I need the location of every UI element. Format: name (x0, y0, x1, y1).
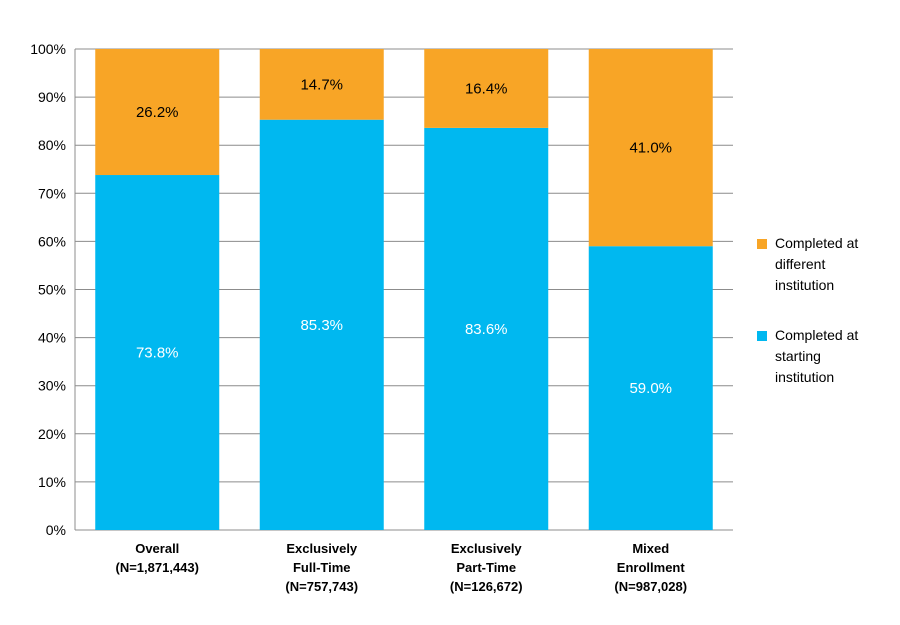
legend-label: institution (775, 277, 834, 293)
x-category-label: Part-Time (456, 560, 516, 575)
data-label: 16.4% (465, 80, 508, 97)
y-tick-label: 0% (46, 522, 66, 538)
bars (95, 49, 713, 530)
data-label: 26.2% (136, 104, 179, 121)
y-axis-tick-labels: 0% 10% 20% 30% 40% 50% 60% 70% 80% 90% 100% (30, 41, 66, 538)
legend-label: Completed at (775, 235, 858, 251)
data-label: 41.0% (629, 140, 672, 157)
bar-segment-starting-0 (95, 175, 220, 530)
y-tick-label: 10% (38, 474, 66, 490)
data-labels: 73.8% 26.2% 85.3% 14.7% 83.6% 16.4% 59.0% 41.0% (136, 76, 672, 397)
bar-segment-starting-3 (588, 246, 713, 530)
x-category-label: Exclusively (451, 541, 523, 556)
x-category-label: Mixed (632, 541, 669, 556)
x-category-label: Full-Time (293, 560, 351, 575)
legend-label: different (775, 256, 825, 272)
data-label: 73.8% (136, 345, 179, 362)
bar-segment-different-3 (588, 49, 713, 247)
data-label: 14.7% (300, 76, 343, 93)
x-category-label: Enrollment (617, 560, 686, 575)
x-category-label: (N=987,028) (614, 579, 687, 594)
y-tick-label: 90% (38, 89, 66, 105)
bar-segment-different-2 (424, 49, 549, 128)
x-category-label: (N=1,871,443) (116, 560, 199, 575)
x-category-label: (N=126,672) (450, 579, 523, 594)
y-tick-label: 40% (38, 330, 66, 346)
legend-swatch (757, 239, 767, 249)
legend-label: starting (775, 348, 821, 364)
y-tick-label: 80% (38, 137, 66, 153)
x-axis-category-labels: Overall (N=1,871,443) Exclusively Full-Time… (116, 541, 688, 594)
bar-segment-starting-2 (424, 127, 549, 530)
legend-swatch (757, 331, 767, 341)
x-category-label: Overall (135, 541, 179, 556)
bar-segment-different-0 (95, 49, 220, 176)
data-label: 85.3% (300, 317, 343, 334)
legend-label: Completed at (775, 327, 858, 343)
x-category-label: Exclusively (286, 541, 358, 556)
legend: Completed at different institution Complete… (757, 235, 858, 385)
bar-segment-different-1 (259, 49, 384, 120)
x-category-label: (N=757,743) (285, 579, 358, 594)
y-tick-label: 100% (30, 41, 66, 57)
y-tick-label: 30% (38, 378, 66, 394)
data-label: 83.6% (465, 321, 508, 338)
y-tick-label: 50% (38, 282, 66, 298)
legend-label: institution (775, 369, 834, 385)
y-tick-label: 20% (38, 426, 66, 442)
y-tick-label: 70% (38, 185, 66, 201)
y-tick-label: 60% (38, 233, 66, 249)
bar-segment-starting-1 (259, 119, 384, 530)
data-label: 59.0% (629, 380, 672, 397)
